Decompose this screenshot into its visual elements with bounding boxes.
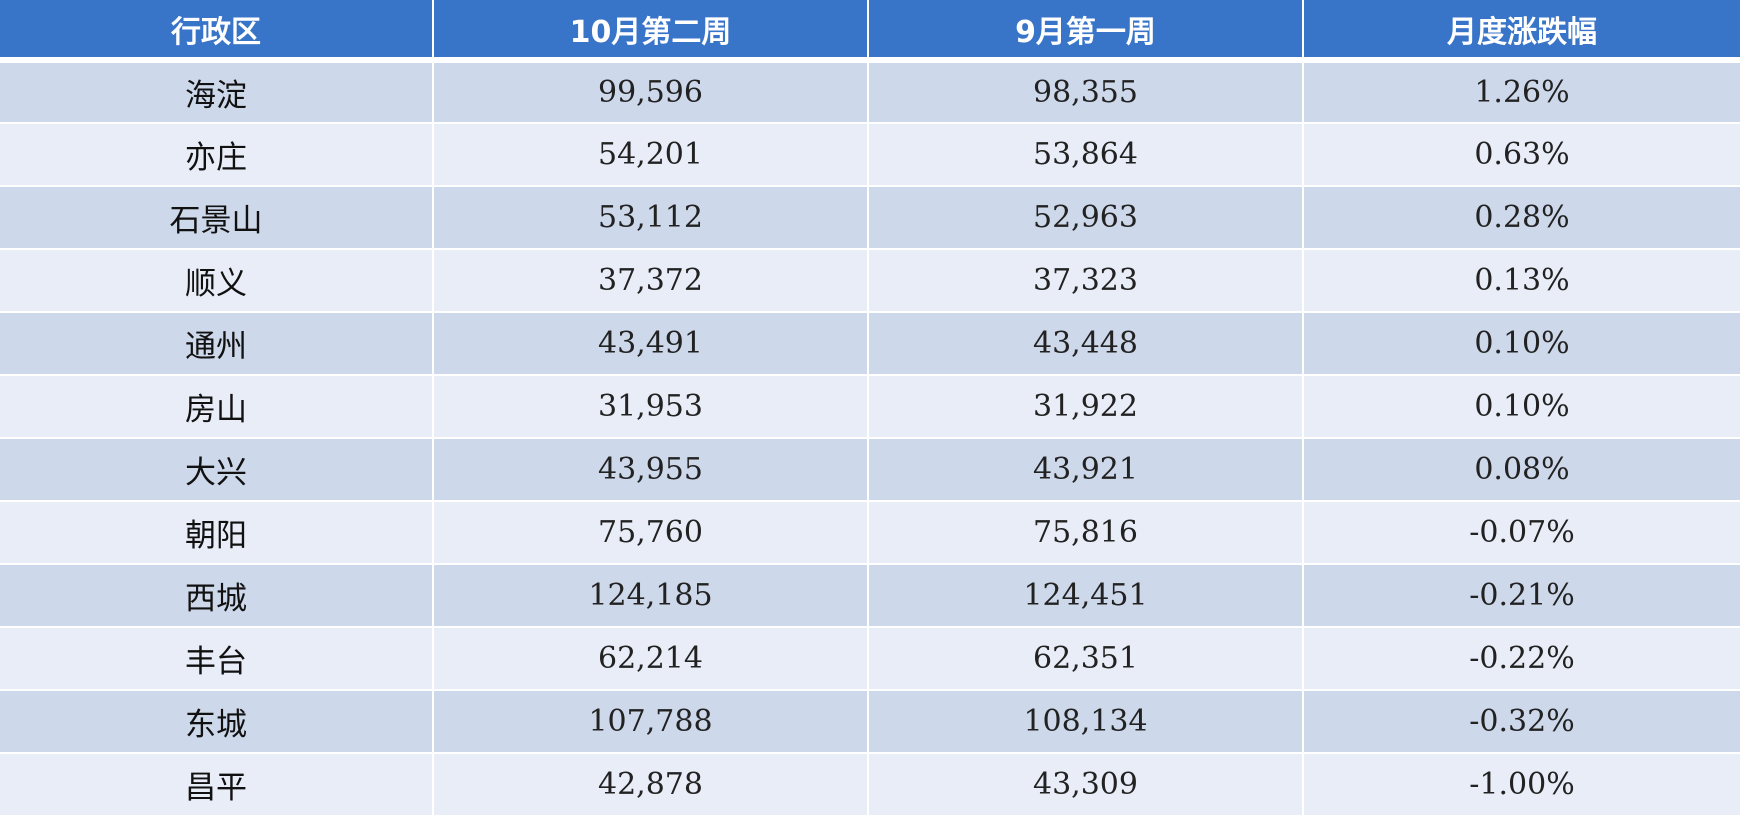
cell-sep-week1: 124,451 — [867, 564, 1304, 628]
cell-monthly-change: 0.10% — [1302, 375, 1740, 439]
cell-district: 昌平 — [0, 753, 434, 817]
table-body: 海淀 99,596 98,355 1.26% 亦庄 54,201 53,864 … — [0, 60, 1740, 817]
header-row: 行政区 10月第二周 9月第一周 月度涨跌幅 — [0, 0, 1740, 63]
table-row: 房山 31,953 31,922 0.10% — [0, 375, 1740, 439]
cell-sep-week1: 43,448 — [867, 312, 1304, 376]
cell-oct-week2: 107,788 — [432, 690, 869, 754]
table-row: 顺义 37,372 37,323 0.13% — [0, 249, 1740, 313]
table-row: 海淀 99,596 98,355 1.26% — [0, 60, 1740, 124]
cell-oct-week2: 53,112 — [432, 186, 869, 250]
cell-district: 石景山 — [0, 186, 434, 250]
cell-district: 东城 — [0, 690, 434, 754]
cell-sep-week1: 52,963 — [867, 186, 1304, 250]
cell-district: 丰台 — [0, 627, 434, 691]
header-monthly-change: 月度涨跌幅 — [1302, 0, 1740, 63]
cell-monthly-change: -0.07% — [1302, 501, 1740, 565]
cell-monthly-change: -0.22% — [1302, 627, 1740, 691]
cell-oct-week2: 37,372 — [432, 249, 869, 313]
cell-monthly-change: 0.13% — [1302, 249, 1740, 313]
cell-oct-week2: 124,185 — [432, 564, 869, 628]
cell-monthly-change: 1.26% — [1302, 60, 1740, 124]
table-row: 丰台 62,214 62,351 -0.22% — [0, 627, 1740, 691]
cell-monthly-change: -0.21% — [1302, 564, 1740, 628]
table-row: 亦庄 54,201 53,864 0.63% — [0, 123, 1740, 187]
cell-district: 海淀 — [0, 60, 434, 124]
table-row: 通州 43,491 43,448 0.10% — [0, 312, 1740, 376]
cell-district: 房山 — [0, 375, 434, 439]
cell-sep-week1: 43,309 — [867, 753, 1304, 817]
cell-monthly-change: -1.00% — [1302, 753, 1740, 817]
table-row: 昌平 42,878 43,309 -1.00% — [0, 753, 1740, 817]
cell-district: 朝阳 — [0, 501, 434, 565]
table-row: 东城 107,788 108,134 -0.32% — [0, 690, 1740, 754]
header-sep-week1: 9月第一周 — [867, 0, 1304, 63]
header-district: 行政区 — [0, 0, 434, 63]
cell-oct-week2: 43,491 — [432, 312, 869, 376]
cell-sep-week1: 62,351 — [867, 627, 1304, 691]
cell-sep-week1: 75,816 — [867, 501, 1304, 565]
header-oct-week2: 10月第二周 — [432, 0, 869, 63]
cell-oct-week2: 43,955 — [432, 438, 869, 502]
cell-monthly-change: 0.08% — [1302, 438, 1740, 502]
cell-sep-week1: 98,355 — [867, 60, 1304, 124]
cell-monthly-change: 0.10% — [1302, 312, 1740, 376]
cell-oct-week2: 31,953 — [432, 375, 869, 439]
cell-oct-week2: 99,596 — [432, 60, 869, 124]
table-row: 大兴 43,955 43,921 0.08% — [0, 438, 1740, 502]
cell-district: 西城 — [0, 564, 434, 628]
cell-sep-week1: 108,134 — [867, 690, 1304, 754]
cell-oct-week2: 62,214 — [432, 627, 869, 691]
cell-sep-week1: 31,922 — [867, 375, 1304, 439]
cell-district: 大兴 — [0, 438, 434, 502]
table-row: 西城 124,185 124,451 -0.21% — [0, 564, 1740, 628]
cell-oct-week2: 54,201 — [432, 123, 869, 187]
cell-district: 亦庄 — [0, 123, 434, 187]
cell-sep-week1: 37,323 — [867, 249, 1304, 313]
cell-monthly-change: -0.32% — [1302, 690, 1740, 754]
table-header: 行政区 10月第二周 9月第一周 月度涨跌幅 — [0, 0, 1740, 63]
cell-monthly-change: 0.28% — [1302, 186, 1740, 250]
cell-oct-week2: 75,760 — [432, 501, 869, 565]
cell-oct-week2: 42,878 — [432, 753, 869, 817]
table-row: 石景山 53,112 52,963 0.28% — [0, 186, 1740, 250]
cell-monthly-change: 0.63% — [1302, 123, 1740, 187]
cell-district: 顺义 — [0, 249, 434, 313]
cell-district: 通州 — [0, 312, 434, 376]
cell-sep-week1: 43,921 — [867, 438, 1304, 502]
table-row: 朝阳 75,760 75,816 -0.07% — [0, 501, 1740, 565]
cell-sep-week1: 53,864 — [867, 123, 1304, 187]
